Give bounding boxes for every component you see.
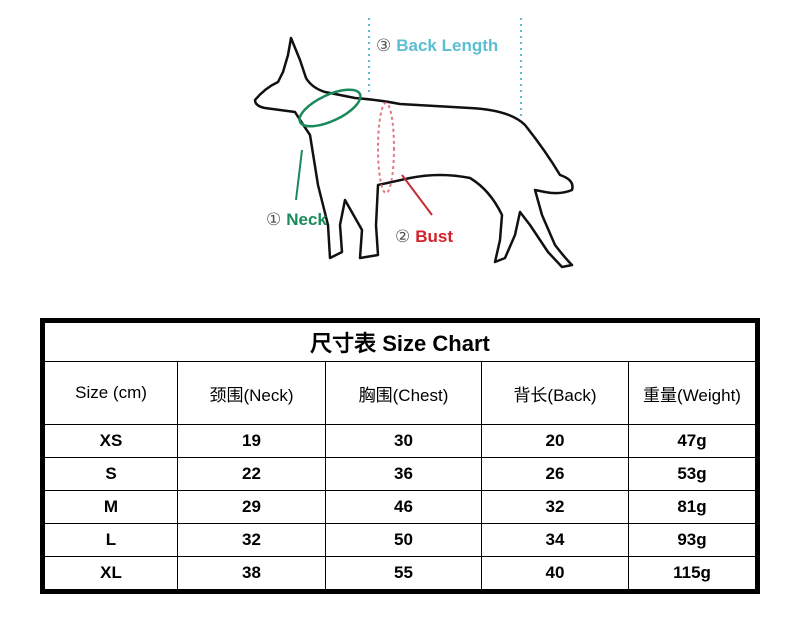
cell-neck: 32 xyxy=(177,523,326,558)
header-chest: 胸围(Chest) xyxy=(325,360,482,426)
cell-weight: 53g xyxy=(628,457,756,492)
back-length-text: Back Length xyxy=(396,36,499,55)
cell-neck: 29 xyxy=(177,490,326,525)
cell-back: 20 xyxy=(481,424,629,459)
cell-size: M xyxy=(44,490,178,525)
back-length-number: ③ xyxy=(376,36,392,55)
back-length-label: ③ Back Length xyxy=(376,36,498,56)
table-row: S 22 36 26 53g xyxy=(44,457,756,492)
cell-chest: 30 xyxy=(325,424,482,459)
cell-back: 26 xyxy=(481,457,629,492)
bust-pointer-line xyxy=(401,174,433,216)
neck-number: ① xyxy=(266,210,282,229)
table-row: XS 19 30 20 47g xyxy=(44,424,756,459)
cell-back: 32 xyxy=(481,490,629,525)
neck-label: ① Neck xyxy=(266,210,327,230)
cell-size: XS xyxy=(44,424,178,459)
cell-chest: 46 xyxy=(325,490,482,525)
cell-weight: 115g xyxy=(628,556,756,590)
bust-label: ② Bust xyxy=(395,227,453,247)
bust-number: ② xyxy=(395,227,411,246)
size-chart-table: 尺寸表 Size Chart Size (cm) 颈围(Neck) 胸围(Che… xyxy=(40,318,760,594)
neck-pointer-line xyxy=(295,149,303,201)
neck-measure-ellipse xyxy=(298,88,362,128)
cell-chest: 55 xyxy=(325,556,482,590)
cell-neck: 38 xyxy=(177,556,326,590)
cell-size: L xyxy=(44,523,178,558)
neck-text: Neck xyxy=(286,210,327,229)
table-title: 尺寸表 Size Chart xyxy=(44,322,756,362)
header-weight: 重量(Weight) xyxy=(628,360,756,426)
bust-text: Bust xyxy=(415,227,454,246)
cell-size: S xyxy=(44,457,178,492)
header-back: 背长(Back) xyxy=(481,360,629,426)
cell-back: 40 xyxy=(481,556,629,590)
cell-back: 34 xyxy=(481,523,629,558)
cell-neck: 19 xyxy=(177,424,326,459)
table-row: L 32 50 34 93g xyxy=(44,523,756,558)
table-row: M 29 46 32 81g xyxy=(44,490,756,525)
dog-silhouette xyxy=(253,36,574,269)
cell-weight: 81g xyxy=(628,490,756,525)
table-row: XL 38 55 40 115g xyxy=(44,556,756,590)
header-size: Size (cm) xyxy=(44,360,178,426)
cell-weight: 93g xyxy=(628,523,756,558)
cell-weight: 47g xyxy=(628,424,756,459)
header-neck: 颈围(Neck) xyxy=(177,360,326,426)
cell-neck: 22 xyxy=(177,457,326,492)
header-row: Size (cm) 颈围(Neck) 胸围(Chest) 背长(Back) 重量… xyxy=(44,360,756,426)
dog-measurement-diagram xyxy=(253,18,574,269)
cell-size: XL xyxy=(44,556,178,590)
cell-chest: 36 xyxy=(325,457,482,492)
bust-measure-ellipse xyxy=(377,102,395,194)
cell-chest: 50 xyxy=(325,523,482,558)
